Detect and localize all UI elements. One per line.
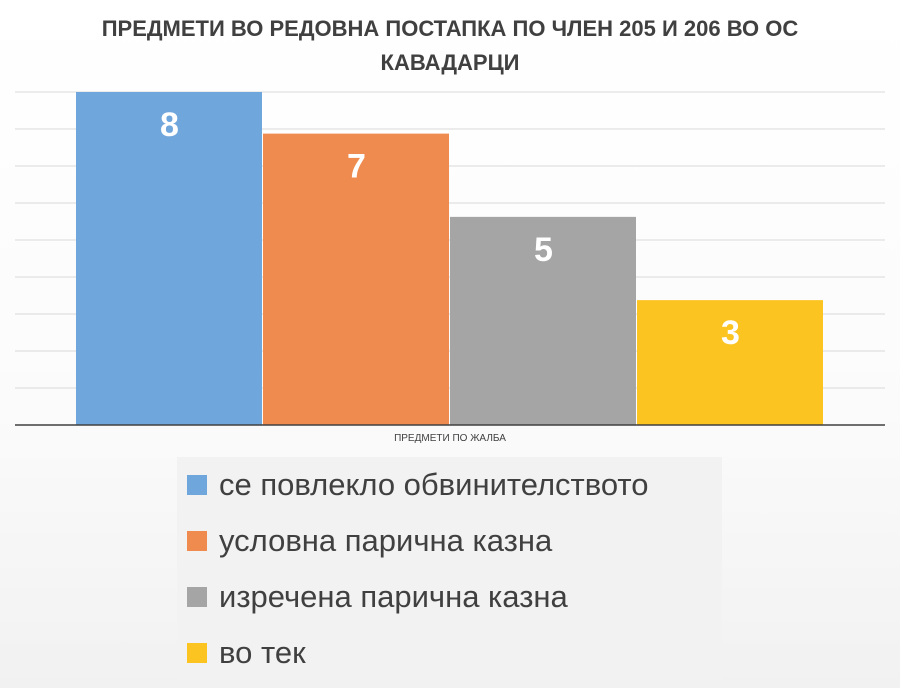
legend-item: условна парична казна xyxy=(187,521,552,561)
legend-label: во тек xyxy=(219,635,306,670)
legend-swatch xyxy=(187,531,207,551)
legend-item: изречена парична казна xyxy=(187,577,568,617)
data-label: 3 xyxy=(721,314,740,352)
legend-label: се повлекло обвинителството xyxy=(219,467,649,502)
legend-swatch xyxy=(187,643,207,663)
legend-swatch xyxy=(187,475,207,495)
legend-item: во тек xyxy=(187,633,306,673)
legend-label: изречена парична казна xyxy=(219,579,568,614)
bar xyxy=(450,216,636,425)
bar xyxy=(76,92,262,425)
data-label: 8 xyxy=(160,106,179,144)
data-label: 7 xyxy=(347,148,366,186)
plot-area: 8 7 5 3 ПРЕДМЕТИ ПО ЖАЛБА xyxy=(15,91,885,444)
bar xyxy=(637,300,823,425)
legend-swatch xyxy=(187,587,207,607)
bar xyxy=(263,133,449,425)
legend: се повлекло обвинителството условна парич… xyxy=(177,457,722,680)
data-label: 5 xyxy=(534,231,553,269)
chart-title: ПРЕДМЕТИ ВО РЕДОВНА ПОСТАПКА ПО ЧЛЕН 205… xyxy=(101,16,799,75)
legend-item: се повлекло обвинителството xyxy=(187,465,649,505)
x-axis-label: ПРЕДМЕТИ ПО ЖАЛБА xyxy=(394,433,506,444)
legend-label: условна парична казна xyxy=(219,523,553,558)
